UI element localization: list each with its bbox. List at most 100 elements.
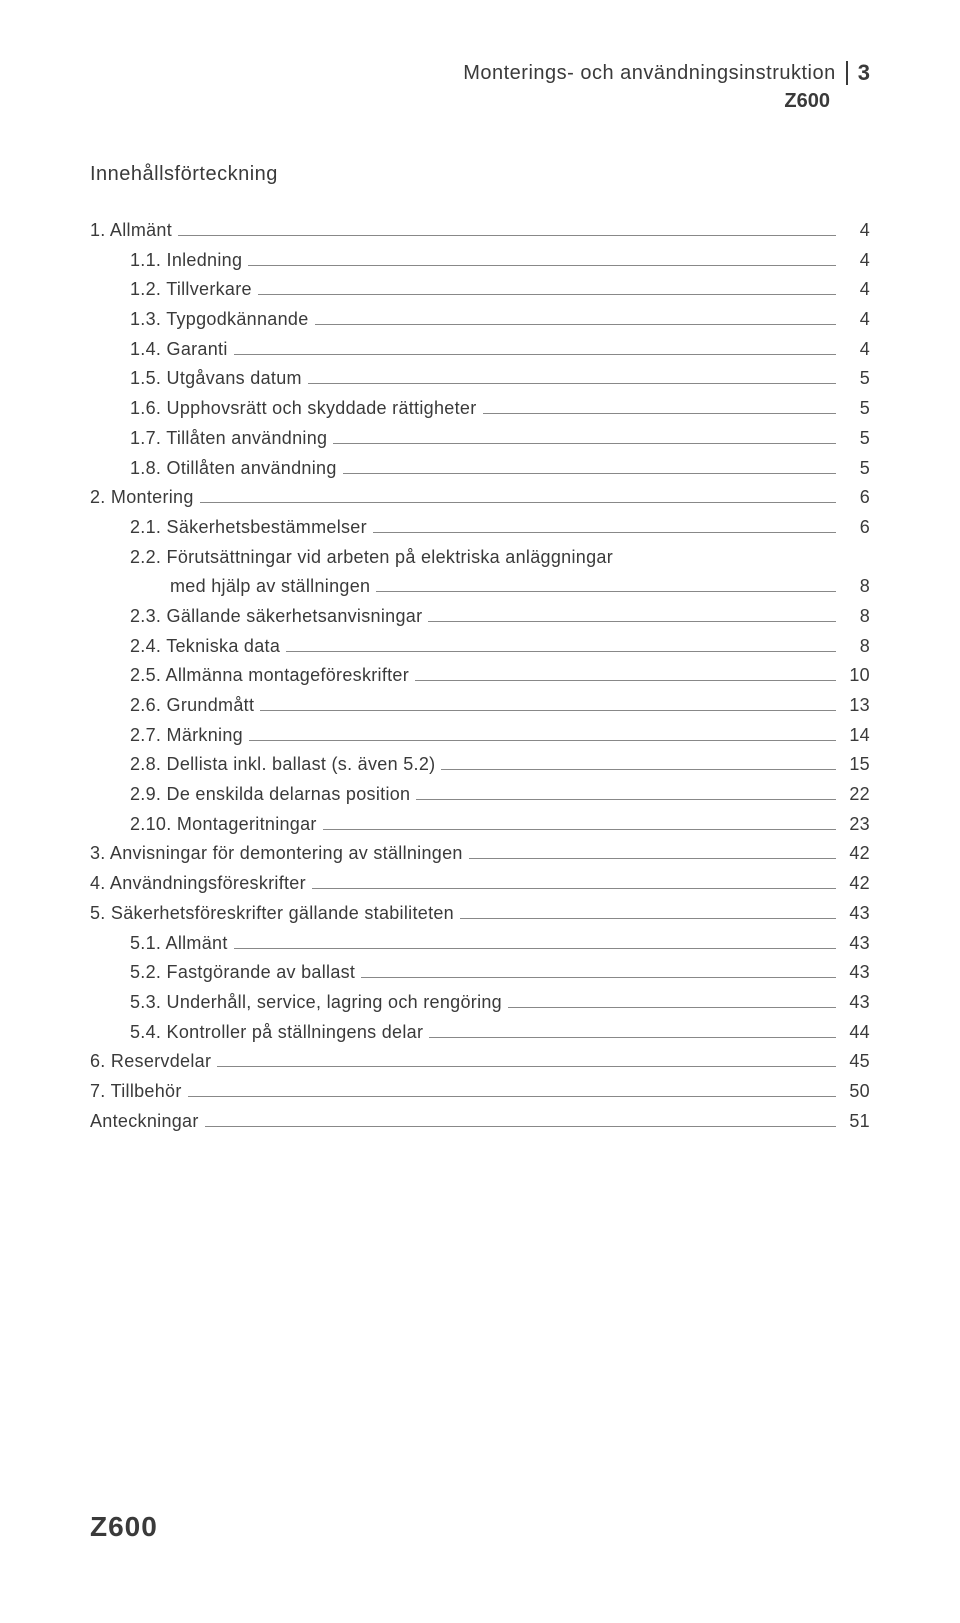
toc-leader bbox=[286, 651, 836, 652]
toc-leader bbox=[469, 858, 836, 859]
toc-page: 4 bbox=[842, 275, 870, 305]
toc-page: 42 bbox=[842, 839, 870, 869]
toc-row: 2.2. Förutsättningar vid arbeten på elek… bbox=[90, 543, 870, 573]
toc-label: 4. Användningsföreskrifter bbox=[90, 869, 306, 899]
toc-label: 7. Tillbehör bbox=[90, 1077, 182, 1107]
toc-leader bbox=[428, 621, 836, 622]
toc-leader bbox=[205, 1126, 836, 1127]
toc-row: 1.5. Utgåvans datum5 bbox=[90, 364, 870, 394]
toc-page: 50 bbox=[842, 1077, 870, 1107]
toc-label: 5.2. Fastgörande av ballast bbox=[130, 958, 355, 988]
toc-page: 8 bbox=[842, 632, 870, 662]
header-line: Monterings- och användningsinstruktion 3 bbox=[90, 60, 870, 86]
toc-leader bbox=[234, 354, 836, 355]
toc-leader bbox=[312, 888, 836, 889]
toc-row: 5. Säkerhetsföreskrifter gällande stabil… bbox=[90, 899, 870, 929]
toc-leader bbox=[343, 473, 836, 474]
toc-label: 6. Reservdelar bbox=[90, 1047, 211, 1077]
toc-leader bbox=[416, 799, 836, 800]
table-of-contents: 1. Allmänt41.1. Inledning41.2. Tillverka… bbox=[90, 216, 870, 1136]
toc-row: 4. Användningsföreskrifter 42 bbox=[90, 869, 870, 899]
toc-row: 2.1. Säkerhetsbestämmelser6 bbox=[90, 513, 870, 543]
toc-page: 8 bbox=[842, 572, 870, 602]
toc-label: 1.8. Otillåten användning bbox=[130, 454, 337, 484]
toc-page: 42 bbox=[842, 869, 870, 899]
toc-page: 5 bbox=[842, 394, 870, 424]
toc-leader bbox=[415, 680, 836, 681]
toc-page: 44 bbox=[842, 1018, 870, 1048]
toc-row: 2.8. Dellista inkl. ballast (s. även 5.2… bbox=[90, 750, 870, 780]
toc-page: 43 bbox=[842, 929, 870, 959]
toc-label: 1.7. Tillåten användning bbox=[130, 424, 327, 454]
toc-row: med hjälp av ställningen 8 bbox=[90, 572, 870, 602]
toc-leader bbox=[248, 265, 836, 266]
toc-page: 45 bbox=[842, 1047, 870, 1077]
toc-row: 5.2. Fastgörande av ballast 43 bbox=[90, 958, 870, 988]
toc-label: med hjälp av ställningen bbox=[170, 572, 370, 602]
toc-label: 2.6. Grundmått bbox=[130, 691, 254, 721]
toc-row: 1.2. Tillverkare4 bbox=[90, 275, 870, 305]
toc-row: 1. Allmänt 4 bbox=[90, 216, 870, 246]
toc-page: 43 bbox=[842, 899, 870, 929]
toc-leader bbox=[308, 383, 836, 384]
toc-page: 43 bbox=[842, 958, 870, 988]
toc-row: 6. Reservdelar 45 bbox=[90, 1047, 870, 1077]
toc-page: 22 bbox=[842, 780, 870, 810]
toc-leader bbox=[508, 1007, 836, 1008]
toc-heading: Innehållsförteckning bbox=[90, 163, 870, 186]
toc-leader bbox=[323, 829, 836, 830]
toc-page: 5 bbox=[842, 424, 870, 454]
toc-page: 51 bbox=[842, 1107, 870, 1137]
toc-leader bbox=[483, 413, 837, 414]
toc-leader bbox=[361, 977, 836, 978]
toc-page: 4 bbox=[842, 216, 870, 246]
toc-page: 6 bbox=[842, 483, 870, 513]
toc-row: 1.8. Otillåten användning5 bbox=[90, 454, 870, 484]
header-divider bbox=[846, 61, 848, 85]
toc-label: 2.1. Säkerhetsbestämmelser bbox=[130, 513, 367, 543]
toc-label: 2.7. Märkning bbox=[130, 721, 243, 751]
toc-label: 1.5. Utgåvans datum bbox=[130, 364, 302, 394]
toc-leader bbox=[260, 710, 836, 711]
toc-row: 1.1. Inledning4 bbox=[90, 246, 870, 276]
toc-page: 13 bbox=[842, 691, 870, 721]
toc-label: 5.1. Allmänt bbox=[130, 929, 228, 959]
toc-leader bbox=[188, 1096, 836, 1097]
toc-label: 2.9. De enskilda delarnas position bbox=[130, 780, 410, 810]
toc-label: Anteckningar bbox=[90, 1107, 199, 1137]
toc-leader bbox=[460, 918, 836, 919]
toc-row: 2.7. Märkning 14 bbox=[90, 721, 870, 751]
toc-page: 14 bbox=[842, 721, 870, 751]
toc-row: 2.5. Allmänna montageföreskrifter10 bbox=[90, 661, 870, 691]
toc-page: 4 bbox=[842, 335, 870, 365]
toc-leader bbox=[376, 591, 836, 592]
toc-leader bbox=[234, 948, 836, 949]
toc-label: 2.8. Dellista inkl. ballast (s. även 5.2… bbox=[130, 750, 435, 780]
toc-page: 4 bbox=[842, 305, 870, 335]
toc-label: 1.1. Inledning bbox=[130, 246, 242, 276]
toc-page: 43 bbox=[842, 988, 870, 1018]
toc-row: 1.6. Upphovsrätt och skyddade rättighete… bbox=[90, 394, 870, 424]
toc-page: 8 bbox=[842, 602, 870, 632]
toc-row: 2.4. Tekniska data 8 bbox=[90, 632, 870, 662]
toc-label: 2.10. Montageritningar bbox=[130, 810, 317, 840]
toc-label: 2. Montering bbox=[90, 483, 194, 513]
toc-row: 5.3. Underhåll, service, lagring och ren… bbox=[90, 988, 870, 1018]
toc-label: 5.4. Kontroller på ställningens delar bbox=[130, 1018, 423, 1048]
toc-label: 3. Anvisningar för demontering av ställn… bbox=[90, 839, 463, 869]
toc-row: 1.3. Typgodkännande4 bbox=[90, 305, 870, 335]
toc-label: 1. Allmänt bbox=[90, 216, 172, 246]
toc-leader bbox=[429, 1037, 836, 1038]
toc-leader bbox=[217, 1066, 836, 1067]
toc-leader bbox=[373, 532, 836, 533]
toc-row: 5.1. Allmänt 43 bbox=[90, 929, 870, 959]
toc-row: 2.3. Gällande säkerhetsanvisningar8 bbox=[90, 602, 870, 632]
toc-row: 2.9. De enskilda delarnas position 22 bbox=[90, 780, 870, 810]
toc-row: 2. Montering 6 bbox=[90, 483, 870, 513]
toc-label: 2.4. Tekniska data bbox=[130, 632, 280, 662]
toc-leader bbox=[258, 294, 836, 295]
toc-row: 1.7. Tillåten användning 5 bbox=[90, 424, 870, 454]
header-product: Z600 bbox=[90, 90, 870, 113]
toc-label: 5. Säkerhetsföreskrifter gällande stabil… bbox=[90, 899, 454, 929]
toc-page: 23 bbox=[842, 810, 870, 840]
